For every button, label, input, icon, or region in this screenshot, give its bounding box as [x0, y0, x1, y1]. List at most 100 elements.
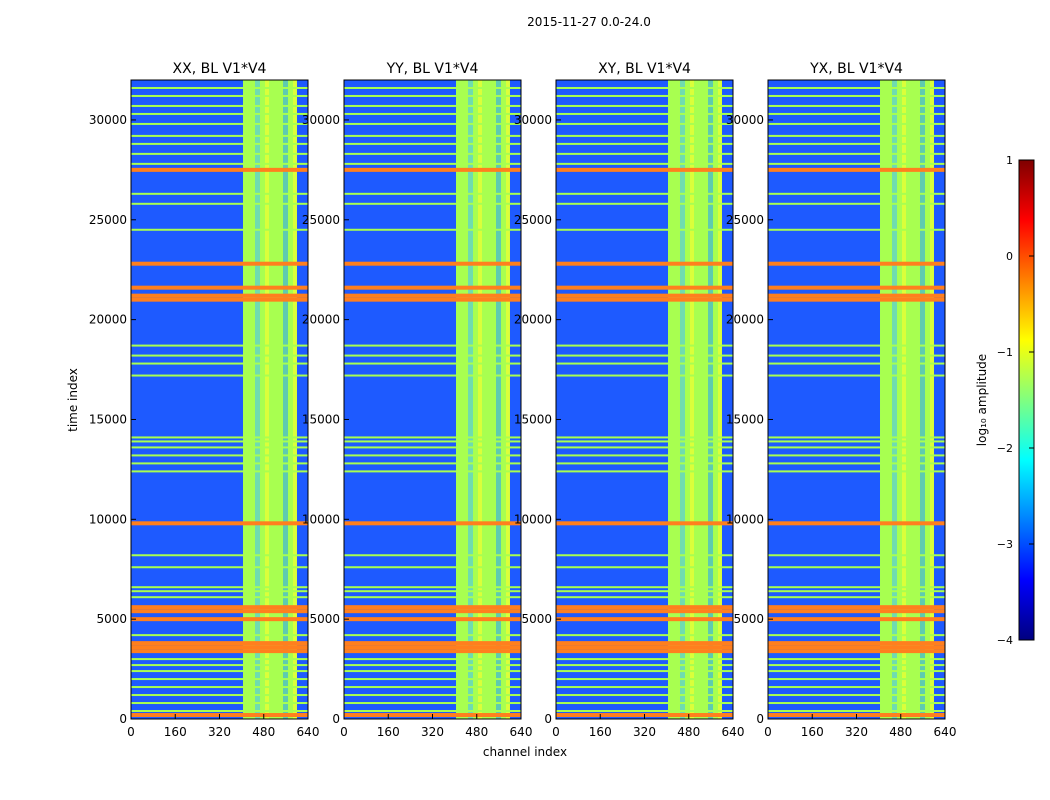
flag-row-green	[768, 658, 945, 661]
flag-row-green	[556, 134, 733, 137]
flag-row-green	[344, 670, 521, 673]
flag-row-green	[768, 134, 945, 137]
heatmap-panel-4: YX, BL V1*V4 0 160 320 480 640 0 5000 10000 15000…	[726, 61, 1018, 739]
flag-row-green	[768, 362, 945, 365]
flag-row-green	[556, 678, 733, 681]
rfi-band-stripe	[506, 80, 511, 719]
flag-row-orange	[768, 645, 945, 650]
flag-row-green	[556, 162, 733, 165]
flag-row-green	[556, 142, 733, 145]
flag-row-green	[131, 354, 308, 357]
flag-row-orange	[556, 167, 733, 172]
flag-row-green	[768, 152, 945, 155]
flag-row-green	[131, 710, 308, 713]
colorbar-tick-label: −3	[997, 538, 1013, 551]
y-tick-label: 25000	[89, 213, 127, 227]
flag-row-green	[131, 436, 308, 439]
colorbar-tick-label: 1	[1006, 154, 1013, 167]
x-tick-label: 480	[465, 725, 488, 739]
heatmap-image	[344, 80, 521, 719]
flag-row-green	[131, 86, 308, 89]
flag-row-green	[556, 354, 733, 357]
flag-row-green	[556, 702, 733, 705]
heatmap-image	[768, 80, 1018, 719]
y-tick-label: 20000	[514, 313, 552, 327]
flag-row-green	[556, 686, 733, 689]
flag-row-orange	[131, 617, 308, 622]
flag-row-orange	[344, 285, 521, 290]
flag-row-green	[131, 702, 308, 705]
rfi-band-stripe	[1004, 80, 1009, 719]
flag-row-orange	[768, 609, 945, 614]
flag-row-orange	[131, 521, 308, 526]
flag-row-green	[131, 470, 308, 473]
y-tick-label: 30000	[514, 113, 552, 127]
y-tick-label: 10000	[302, 512, 340, 526]
flag-row-green	[344, 202, 521, 205]
y-tick-label: 25000	[514, 213, 552, 227]
flag-row-green	[344, 122, 521, 125]
flag-row-green	[344, 702, 521, 705]
y-tick-label: 20000	[302, 313, 340, 327]
flag-row-green	[131, 678, 308, 681]
flag-row-green	[131, 202, 308, 205]
flag-row-green	[344, 590, 521, 593]
flag-row-green	[344, 436, 521, 439]
flag-row-green	[131, 142, 308, 145]
flag-row-green	[768, 634, 945, 637]
flag-row-green	[131, 664, 308, 667]
x-tick-label: 0	[127, 725, 135, 739]
flag-row-green	[344, 362, 521, 365]
rfi-band-stripe	[958, 80, 962, 719]
flag-row-orange	[344, 261, 521, 266]
rfi-band-stripe	[920, 80, 926, 719]
rfi-band-stripe	[283, 80, 289, 719]
flag-row-green	[131, 192, 308, 195]
flag-row-green	[768, 470, 945, 473]
rfi-channel-band	[668, 80, 722, 719]
flag-row-green	[344, 344, 521, 347]
flag-row-orange	[131, 285, 308, 290]
y-tick-label: 0	[332, 712, 340, 726]
flag-row-green	[131, 462, 308, 465]
rfi-band-stripe	[255, 80, 261, 719]
flag-row-green	[556, 344, 733, 347]
flag-row-green	[344, 354, 521, 357]
flag-row-green	[768, 446, 945, 449]
flag-row-orange	[768, 521, 945, 526]
flag-row-green	[768, 670, 945, 673]
rfi-band-stripe	[1014, 80, 1018, 719]
y-tick-label: 5000	[309, 612, 340, 626]
flag-row-green	[768, 112, 945, 115]
y-tick-label: 20000	[89, 313, 127, 327]
flag-row-green	[556, 566, 733, 569]
flag-row-orange	[344, 521, 521, 526]
flag-row-green	[556, 634, 733, 637]
figure-suptitle: 2015-11-27 0.0-24.0	[527, 15, 651, 29]
heatmap-panel-2: YY, BL V1*V4 0 160 320 480 640 0 5000 10000 15000…	[302, 61, 567, 759]
flag-row-green	[344, 710, 521, 713]
y-tick-label: 5000	[521, 612, 552, 626]
x-tick-label: 640	[722, 725, 745, 739]
x-tick-label: 0	[552, 725, 560, 739]
rfi-band-stripe	[690, 80, 695, 719]
flag-row-green	[556, 104, 733, 107]
y-axis-label: time index	[66, 368, 80, 432]
flag-row-orange	[131, 297, 308, 302]
flag-row-green	[556, 192, 733, 195]
flag-row-green	[344, 694, 521, 697]
flag-row-green	[768, 202, 945, 205]
flag-row-green	[131, 134, 308, 137]
flag-row-orange	[344, 297, 521, 302]
flag-row-green	[131, 670, 308, 673]
flag-row-green	[131, 152, 308, 155]
flag-row-green	[131, 658, 308, 661]
flag-row-green	[131, 104, 308, 107]
flag-row-green	[556, 554, 733, 557]
panel-title: YY, BL V1*V4	[386, 61, 479, 77]
flag-row-green	[768, 142, 945, 145]
flag-row-orange	[131, 261, 308, 266]
flag-row-green	[131, 590, 308, 593]
flag-row-green	[344, 454, 521, 457]
